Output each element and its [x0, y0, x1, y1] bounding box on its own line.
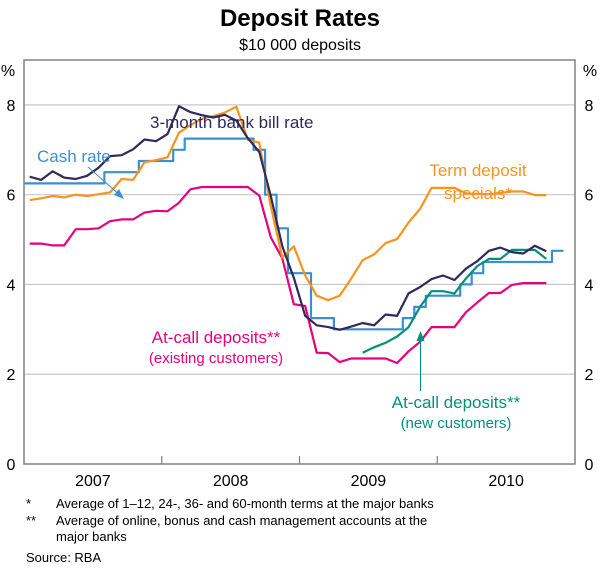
series-line-at-call-deposits-existing-customers [29, 185, 547, 365]
series-line-at-call-deposits-new-customers [362, 248, 547, 354]
atcall-new-arrowhead [416, 331, 425, 341]
y-tick-label-right: 2 [585, 367, 594, 384]
x-tick-label: 2010 [488, 473, 524, 490]
x-tick-label: 2009 [351, 473, 387, 490]
y-unit-right: % [583, 63, 597, 80]
footnote-2-text-1: Average of online, bonus and cash manage… [56, 513, 427, 528]
label-atcall-existing-1: At-call deposits** [152, 328, 281, 347]
y-tick-label-right: 4 [585, 277, 594, 294]
label-atcall-new-1: At-call deposits** [392, 393, 521, 412]
y-tick-label-left: 2 [7, 367, 16, 384]
label-bank-bill: 3-month bank bill rate [150, 113, 313, 132]
footnote-2-text-2: major banks [56, 529, 127, 544]
cash-rate-arrow [87, 166, 122, 197]
y-unit-left: % [1, 63, 15, 80]
chart-title: Deposit Rates [220, 5, 380, 32]
y-tick-label-left: 0 [7, 457, 16, 474]
y-tick-label-right: 8 [585, 98, 594, 115]
source-note: Source: RBA [26, 550, 101, 565]
gridlines [24, 104, 575, 375]
series-line-term-deposit-specials [29, 105, 547, 302]
y-axis-labels: 0 0 2 2 4 4 6 6 8 8 [7, 98, 594, 474]
series-line-cash-rate [24, 137, 564, 331]
footnote-2-marker: ** [26, 513, 36, 528]
y-tick-label-left: 4 [7, 277, 16, 294]
chart-subtitle: $10 000 deposits [239, 37, 361, 54]
x-tick-label: 2008 [213, 473, 249, 490]
label-term-2: specials* [444, 184, 512, 203]
footnote-1-text: Average of 1–12, 24-, 36- and 60-month t… [56, 496, 434, 511]
label-cash-rate: Cash rate [37, 147, 111, 166]
label-term-1: Term deposit [429, 161, 527, 180]
y-tick-label-left: 8 [7, 98, 16, 115]
y-tick-label-left: 6 [7, 188, 16, 205]
cash-rate-arrowhead [114, 189, 124, 199]
label-atcall-existing-2: (existing customers) [149, 350, 283, 367]
y-tick-label-right: 0 [585, 457, 594, 474]
series-line-3-month-bank-bill-rate [29, 105, 547, 331]
series-lines [24, 105, 564, 365]
footnote-1-marker: * [26, 496, 31, 511]
y-tick-label-right: 6 [585, 188, 594, 205]
label-atcall-new-2: (new customers) [401, 415, 512, 432]
x-axis-ticks: 2007 2008 2009 2010 [75, 456, 524, 490]
x-tick-label: 2007 [75, 473, 111, 490]
